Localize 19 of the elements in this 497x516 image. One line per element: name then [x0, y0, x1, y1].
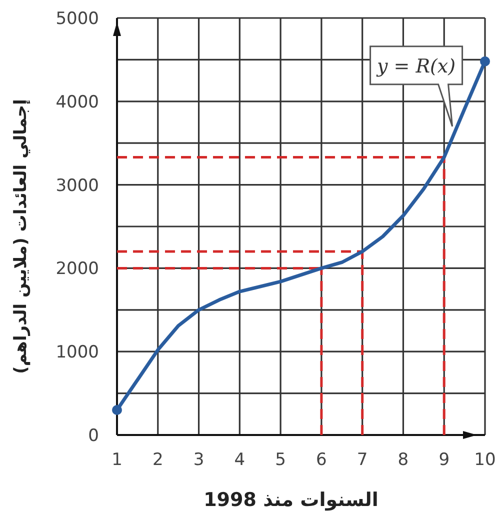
x-axis-title: السنوات منذ 1998: [204, 489, 378, 511]
y-axis-title: إجمالي العائدات (ملايين الدراهم): [11, 99, 31, 374]
y-tick-label: 0: [88, 426, 99, 446]
x-tick-label: 9: [438, 450, 450, 470]
x-tick-label: 5: [275, 450, 286, 470]
x-tick-label: 4: [234, 450, 246, 470]
y-tick-label: 2000: [56, 259, 99, 280]
annotation: y = R(x): [376, 55, 456, 78]
x-tick-label: 7: [356, 450, 368, 470]
y-tick-label: 4000: [56, 92, 99, 112]
x-tick-label: 6: [316, 450, 327, 470]
x-tick-label: 1: [112, 450, 122, 470]
x-tick-label: 8: [398, 450, 409, 470]
y-tick-label: 3000: [56, 176, 99, 196]
y-tick-label: 5000: [56, 9, 99, 29]
x-tick-label: 2: [152, 450, 164, 470]
x-tick-label: 3: [193, 450, 204, 470]
x-tick-label: 10: [474, 450, 496, 470]
y-tick-label: 1000: [56, 342, 99, 363]
